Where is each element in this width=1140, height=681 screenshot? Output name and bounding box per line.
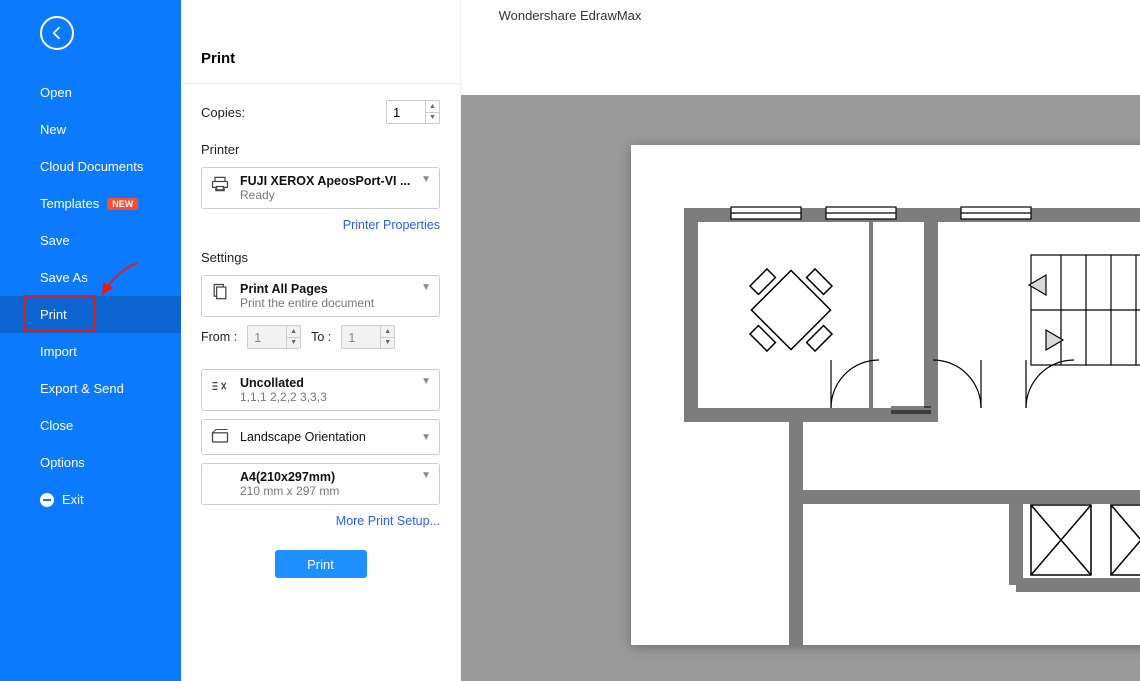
arrow-left-icon — [49, 25, 65, 41]
sidebar-item-options[interactable]: Options — [0, 444, 181, 481]
sidebar-item-close[interactable]: Close — [0, 407, 181, 444]
sidebar-item-label: Import — [40, 344, 77, 359]
sidebar-item-save[interactable]: Save — [0, 222, 181, 259]
stepper-down-icon[interactable]: ▼ — [426, 113, 439, 124]
sidebar-item-templates[interactable]: Templates NEW — [0, 185, 181, 222]
stepper-up-icon[interactable]: ▲ — [287, 326, 300, 338]
file-sidebar: Open New Cloud Documents Templates NEW S… — [0, 0, 181, 681]
orientation-dropdown[interactable]: Landscape Orientation ▼ — [201, 419, 440, 455]
printer-properties-link[interactable]: Printer Properties — [343, 218, 440, 232]
print-pages-sub: Print the entire document — [240, 296, 411, 310]
printer-icon — [210, 174, 230, 194]
copies-input[interactable] — [387, 105, 425, 120]
paper-title: A4(210x297mm) — [240, 470, 411, 484]
sidebar-item-label: Templates — [40, 196, 99, 211]
print-panel: Print Copies: ▲ ▼ Printer FUJI XEROX Ape… — [181, 0, 461, 681]
chevron-down-icon: ▼ — [421, 174, 431, 185]
to-stepper[interactable]: ▲▼ — [341, 325, 395, 349]
printer-dropdown[interactable]: FUJI XEROX ApeosPort-VI ... Ready ▼ — [201, 167, 440, 209]
printer-name: FUJI XEROX ApeosPort-VI ... — [240, 174, 411, 188]
paper-sub: 210 mm x 297 mm — [240, 484, 411, 498]
copies-label: Copies: — [201, 105, 245, 120]
print-preview-area — [461, 95, 1140, 681]
settings-section-label: Settings — [201, 250, 440, 265]
collation-dropdown[interactable]: Uncollated 1,1,1 2,2,2 3,3,3 ▼ — [201, 369, 440, 411]
stepper-up-icon[interactable]: ▲ — [426, 101, 439, 113]
sidebar-item-label: Cloud Documents — [40, 159, 143, 174]
sidebar-item-label: Export & Send — [40, 381, 124, 396]
sidebar-item-label: New — [40, 122, 66, 137]
to-label: To : — [311, 330, 331, 344]
sidebar-item-label: Save — [40, 233, 70, 248]
collation-sub: 1,1,1 2,2,2 3,3,3 — [240, 390, 411, 404]
sidebar-item-import[interactable]: Import — [0, 333, 181, 370]
more-print-setup-link[interactable]: More Print Setup... — [336, 514, 440, 528]
sidebar-item-label: Exit — [62, 492, 84, 507]
sidebar-item-exit[interactable]: Exit — [0, 481, 181, 518]
sidebar-item-save-as[interactable]: Save As — [0, 259, 181, 296]
stepper-down-icon[interactable]: ▼ — [381, 338, 394, 349]
new-badge: NEW — [107, 198, 138, 210]
sidebar-item-print[interactable]: Print — [0, 296, 181, 333]
printer-section-label: Printer — [201, 142, 440, 157]
chevron-down-icon: ▼ — [421, 432, 431, 443]
sidebar-item-label: Options — [40, 455, 85, 470]
print-button[interactable]: Print — [275, 550, 367, 578]
back-button[interactable] — [40, 16, 74, 50]
paper-size-dropdown[interactable]: A4(210x297mm) 210 mm x 297 mm ▼ — [201, 463, 440, 505]
sidebar-item-label: Print — [40, 307, 67, 322]
from-input[interactable] — [248, 330, 286, 345]
sidebar-item-export-send[interactable]: Export & Send — [0, 370, 181, 407]
orientation-icon — [210, 427, 230, 447]
panel-title: Print — [181, 0, 460, 84]
copies-stepper[interactable]: ▲ ▼ — [386, 100, 440, 124]
from-label: From : — [201, 330, 237, 344]
print-pages-title: Print All Pages — [240, 282, 411, 296]
printer-status: Ready — [240, 188, 411, 202]
to-input[interactable] — [342, 330, 380, 345]
print-pages-dropdown[interactable]: Print All Pages Print the entire documen… — [201, 275, 440, 317]
sidebar-item-label: Save As — [40, 270, 88, 285]
sidebar-item-label: Open — [40, 85, 72, 100]
sidebar-item-open[interactable]: Open — [0, 74, 181, 111]
collation-icon — [210, 376, 230, 396]
preview-page — [631, 145, 1140, 645]
stepper-down-icon[interactable]: ▼ — [287, 338, 300, 349]
chevron-down-icon: ▼ — [421, 376, 431, 387]
sidebar-item-cloud-documents[interactable]: Cloud Documents — [0, 148, 181, 185]
minus-circle-icon — [40, 493, 54, 507]
sidebar-item-new[interactable]: New — [0, 111, 181, 148]
sidebar-item-label: Close — [40, 418, 73, 433]
from-stepper[interactable]: ▲▼ — [247, 325, 301, 349]
chevron-down-icon: ▼ — [421, 470, 431, 481]
pages-icon — [210, 282, 230, 302]
orientation-value: Landscape Orientation — [240, 430, 411, 444]
floor-plan-diagram — [631, 145, 1140, 645]
collation-title: Uncollated — [240, 376, 411, 390]
stepper-up-icon[interactable]: ▲ — [381, 326, 394, 338]
chevron-down-icon: ▼ — [421, 282, 431, 293]
